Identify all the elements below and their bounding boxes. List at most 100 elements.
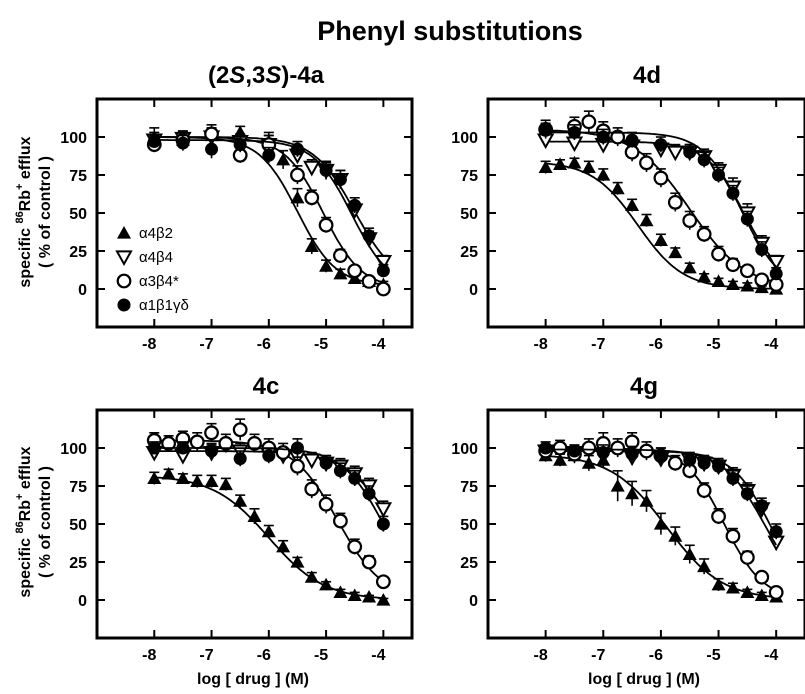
y-axis-label-bottom-line2: ( % of control ) xyxy=(37,466,54,578)
data-point xyxy=(347,539,363,555)
data-point xyxy=(769,267,783,281)
data-point xyxy=(376,264,390,278)
data-point xyxy=(376,517,390,531)
x-tick-label: -7 xyxy=(199,336,213,353)
data-point xyxy=(711,274,726,287)
legend-marker xyxy=(116,273,132,289)
legend-item: α1β1γδ xyxy=(117,297,189,314)
data-point xyxy=(697,456,711,470)
data-point xyxy=(347,588,362,602)
series-3 xyxy=(538,431,784,600)
fit-curve xyxy=(545,131,777,268)
legend-label: α4β4 xyxy=(139,249,173,266)
data-point xyxy=(711,509,726,524)
data-point xyxy=(567,155,582,169)
data-point xyxy=(276,539,291,553)
x-tick-label: -8 xyxy=(534,647,548,664)
data-point xyxy=(304,190,320,206)
y-axis-label-top-prefix: specific xyxy=(17,224,34,288)
x-tick-label: -5 xyxy=(706,336,720,353)
data-point xyxy=(318,217,334,233)
data-point xyxy=(725,257,741,273)
y-tick-label: 25 xyxy=(69,244,87,261)
data-point xyxy=(625,486,640,500)
data-point xyxy=(205,444,219,458)
data-point xyxy=(625,133,639,147)
data-point xyxy=(204,474,219,488)
y-tick-label: 75 xyxy=(69,479,87,496)
data-point xyxy=(639,155,654,171)
data-point xyxy=(739,263,755,279)
data-point xyxy=(176,136,190,150)
y-tick-label: 50 xyxy=(460,206,478,223)
data-point xyxy=(726,186,740,200)
x-axis-label-left: log [ drug ] (M) xyxy=(197,671,309,688)
data-point xyxy=(175,471,190,484)
legend: α4β2 α4β4 α3β4* α1β1γδ xyxy=(115,225,189,314)
panel-title-part: 4d xyxy=(633,62,661,89)
fit-curve xyxy=(154,476,384,599)
x-tick-label: -4 xyxy=(764,336,778,353)
y-tick-label: 0 xyxy=(78,282,87,299)
chart-panel-4: 4g 0 25 50 75 100 -8 -7 -6 -5 -4 xyxy=(451,373,805,664)
data-point xyxy=(653,517,668,530)
data-point xyxy=(625,447,639,461)
y-axis-label-bottom-sup1: 86 xyxy=(14,521,26,533)
data-point xyxy=(740,487,754,501)
data-point xyxy=(290,441,304,455)
data-point xyxy=(176,441,190,455)
data-point xyxy=(697,153,711,167)
data-point xyxy=(697,269,712,283)
y-axis-label-bottom-mid: Rb xyxy=(17,500,34,522)
chart-panel-2: 4d 0 25 50 75 100 -8 -7 -6 -5 -4 xyxy=(451,62,805,353)
panel-title-part: S xyxy=(265,62,281,89)
panel-title: 4g xyxy=(630,373,658,400)
data-point xyxy=(361,554,377,570)
data-point xyxy=(740,278,755,292)
data-point xyxy=(233,138,247,152)
data-point xyxy=(376,593,391,606)
panel-title-part: )-4a xyxy=(281,62,324,89)
data-point xyxy=(697,559,712,573)
data-point xyxy=(668,245,683,259)
panel-title-part: (2 xyxy=(208,62,229,89)
data-point xyxy=(668,529,683,542)
series-1 xyxy=(538,155,784,295)
data-point xyxy=(654,138,668,152)
data-point xyxy=(233,125,248,139)
panel-title-part: 4g xyxy=(630,373,658,400)
data-point xyxy=(374,255,393,271)
y-tick-label: 100 xyxy=(451,130,478,147)
data-point xyxy=(333,266,348,280)
data-point xyxy=(204,126,219,142)
fit-curve xyxy=(154,139,385,266)
data-point xyxy=(567,125,581,139)
data-point xyxy=(581,160,596,173)
data-point xyxy=(682,213,698,229)
data-point xyxy=(539,441,553,455)
data-point xyxy=(768,585,784,600)
data-point xyxy=(347,263,363,279)
y-tick-label: 50 xyxy=(69,206,87,223)
data-point xyxy=(319,577,334,591)
data-point xyxy=(333,513,348,529)
legend-label: α3β4* xyxy=(139,273,179,290)
y-axis-label-bottom-suffix: efflux xyxy=(17,446,34,493)
series-1 xyxy=(538,447,784,603)
data-point xyxy=(711,246,726,262)
data-point xyxy=(189,434,205,450)
series-4 xyxy=(539,122,783,281)
y-axis-label-top-mid: Rb xyxy=(17,190,34,212)
data-point xyxy=(304,570,319,583)
data-point xyxy=(290,142,304,156)
data-point xyxy=(290,555,305,568)
x-tick-label: -7 xyxy=(591,647,605,664)
panel-title: 4c xyxy=(253,373,280,400)
y-tick-label: 75 xyxy=(460,479,478,496)
panel-title-part: 4c xyxy=(253,373,280,400)
legend-label: α1β1γδ xyxy=(139,297,189,314)
y-axis-label-top-suffix: efflux xyxy=(17,136,34,183)
data-point xyxy=(581,114,597,130)
data-point xyxy=(596,446,610,460)
